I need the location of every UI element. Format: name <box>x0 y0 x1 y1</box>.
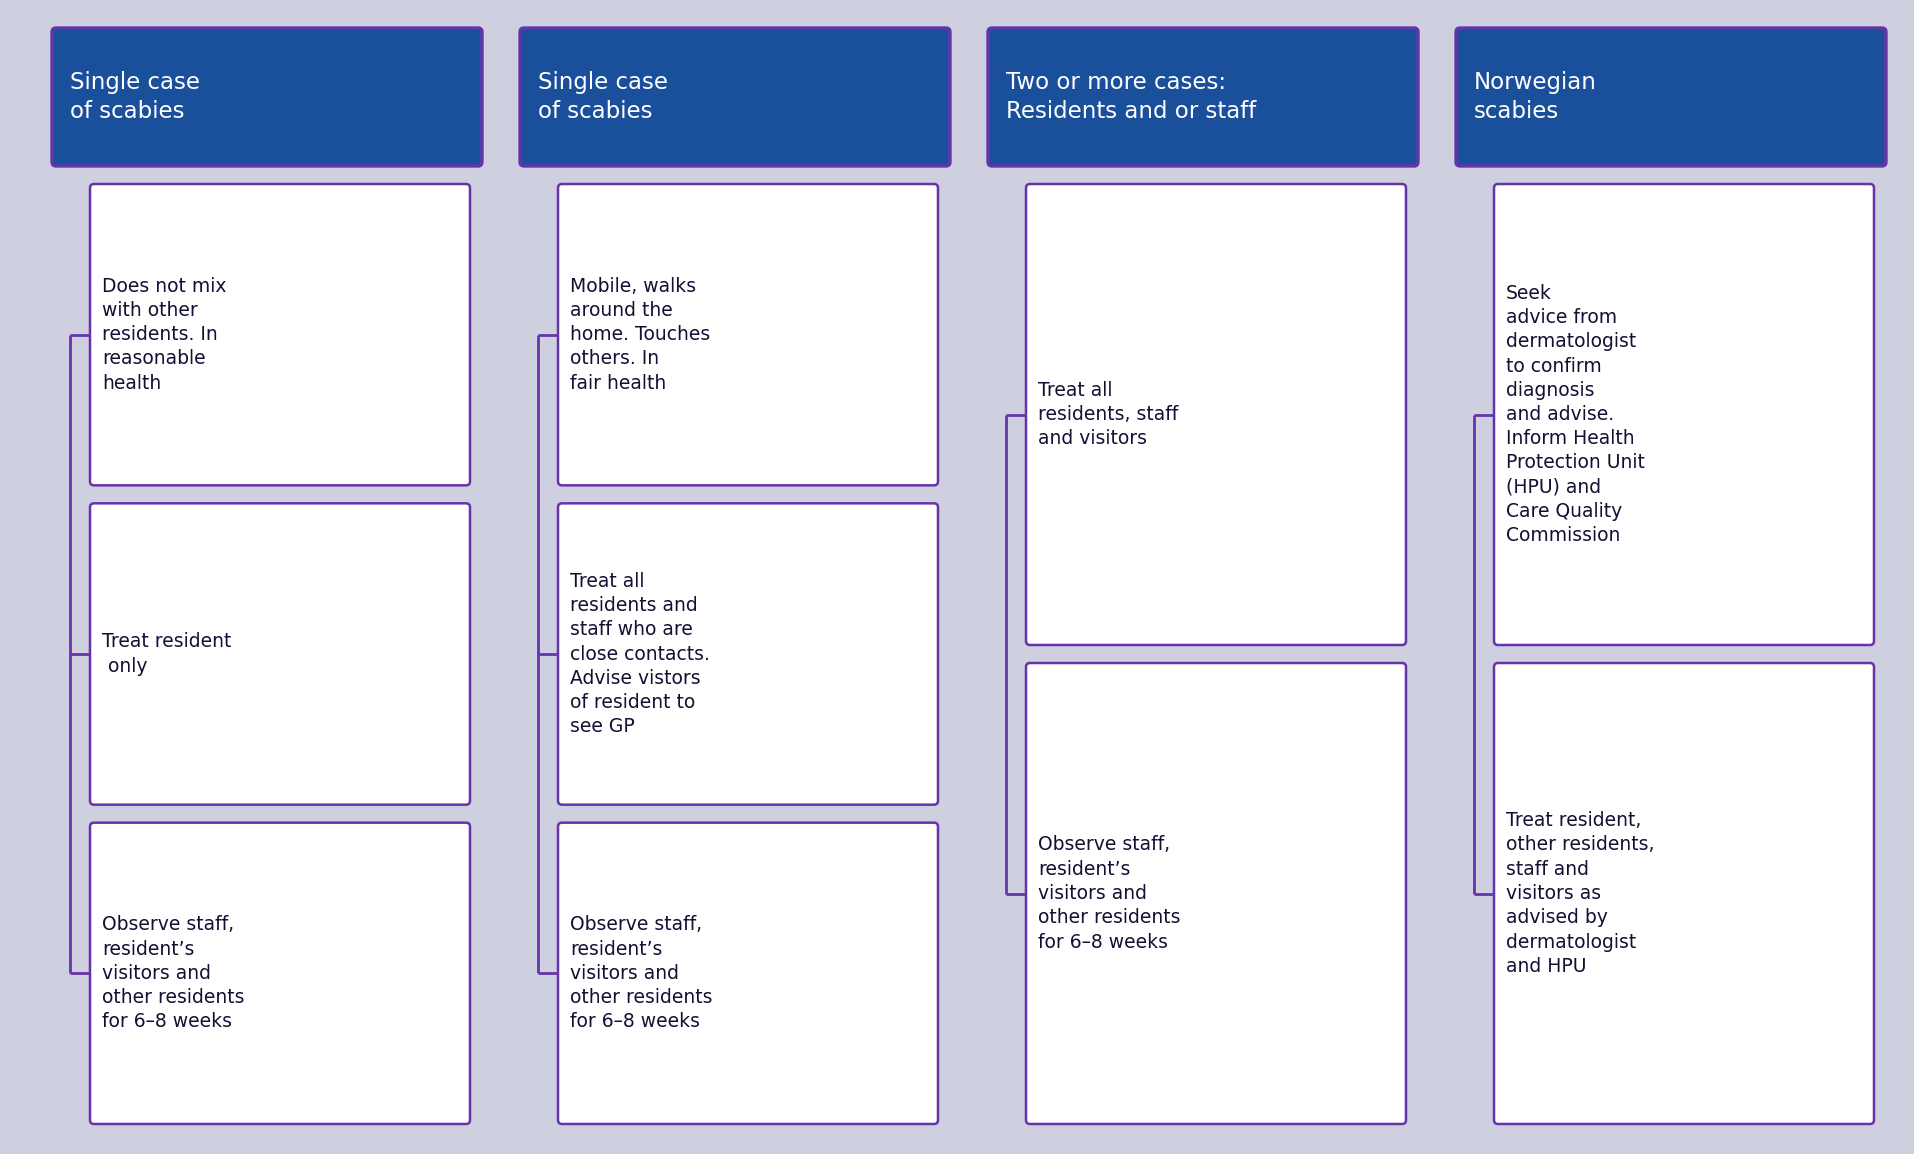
Text: Two or more cases:
Residents and or staff: Two or more cases: Residents and or staf… <box>1007 70 1256 123</box>
Text: Treat all
residents, staff
and visitors: Treat all residents, staff and visitors <box>1037 381 1179 448</box>
Text: Seek
advice from
dermatologist
to confirm
diagnosis
and advise.
Inform Health
Pr: Seek advice from dermatologist to confir… <box>1506 284 1644 545</box>
Text: Observe staff,
resident’s
visitors and
other residents
for 6–8 weeks: Observe staff, resident’s visitors and o… <box>101 915 245 1032</box>
Text: Observe staff,
resident’s
visitors and
other residents
for 6–8 weeks: Observe staff, resident’s visitors and o… <box>570 915 712 1032</box>
Text: Does not mix
with other
residents. In
reasonable
health: Does not mix with other residents. In re… <box>101 277 226 392</box>
Text: Treat all
residents and
staff who are
close contacts.
Advise vistors
of resident: Treat all residents and staff who are cl… <box>570 571 710 736</box>
FancyBboxPatch shape <box>1457 28 1885 166</box>
FancyBboxPatch shape <box>988 28 1418 166</box>
Text: Treat resident
 only: Treat resident only <box>101 632 232 675</box>
Text: Observe staff,
resident’s
visitors and
other residents
for 6–8 weeks: Observe staff, resident’s visitors and o… <box>1037 835 1181 952</box>
FancyBboxPatch shape <box>559 823 938 1124</box>
Text: Single case
of scabies: Single case of scabies <box>71 70 199 123</box>
Text: Single case
of scabies: Single case of scabies <box>538 70 668 123</box>
FancyBboxPatch shape <box>559 503 938 804</box>
FancyBboxPatch shape <box>1495 183 1874 645</box>
FancyBboxPatch shape <box>1026 183 1407 645</box>
FancyBboxPatch shape <box>52 28 482 166</box>
FancyBboxPatch shape <box>1026 664 1407 1124</box>
FancyBboxPatch shape <box>1495 664 1874 1124</box>
FancyBboxPatch shape <box>521 28 949 166</box>
FancyBboxPatch shape <box>90 823 471 1124</box>
FancyBboxPatch shape <box>90 183 471 486</box>
FancyBboxPatch shape <box>559 183 938 486</box>
Text: Norwegian
scabies: Norwegian scabies <box>1474 70 1596 123</box>
FancyBboxPatch shape <box>90 503 471 804</box>
Text: Mobile, walks
around the
home. Touches
others. In
fair health: Mobile, walks around the home. Touches o… <box>570 277 710 392</box>
Text: Treat resident,
other residents,
staff and
visitors as
advised by
dermatologist
: Treat resident, other residents, staff a… <box>1506 811 1654 976</box>
